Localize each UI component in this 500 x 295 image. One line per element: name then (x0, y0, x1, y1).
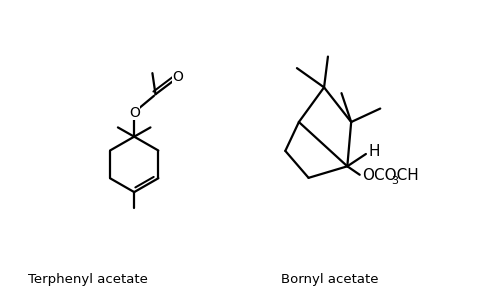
Text: O: O (129, 106, 140, 120)
Text: H: H (368, 144, 380, 159)
Text: Terphenyl acetate: Terphenyl acetate (28, 273, 148, 286)
Text: OCOCH: OCOCH (362, 168, 419, 183)
Text: O: O (172, 70, 183, 84)
Text: Bornyl acetate: Bornyl acetate (281, 273, 379, 286)
Text: 3: 3 (390, 176, 398, 186)
